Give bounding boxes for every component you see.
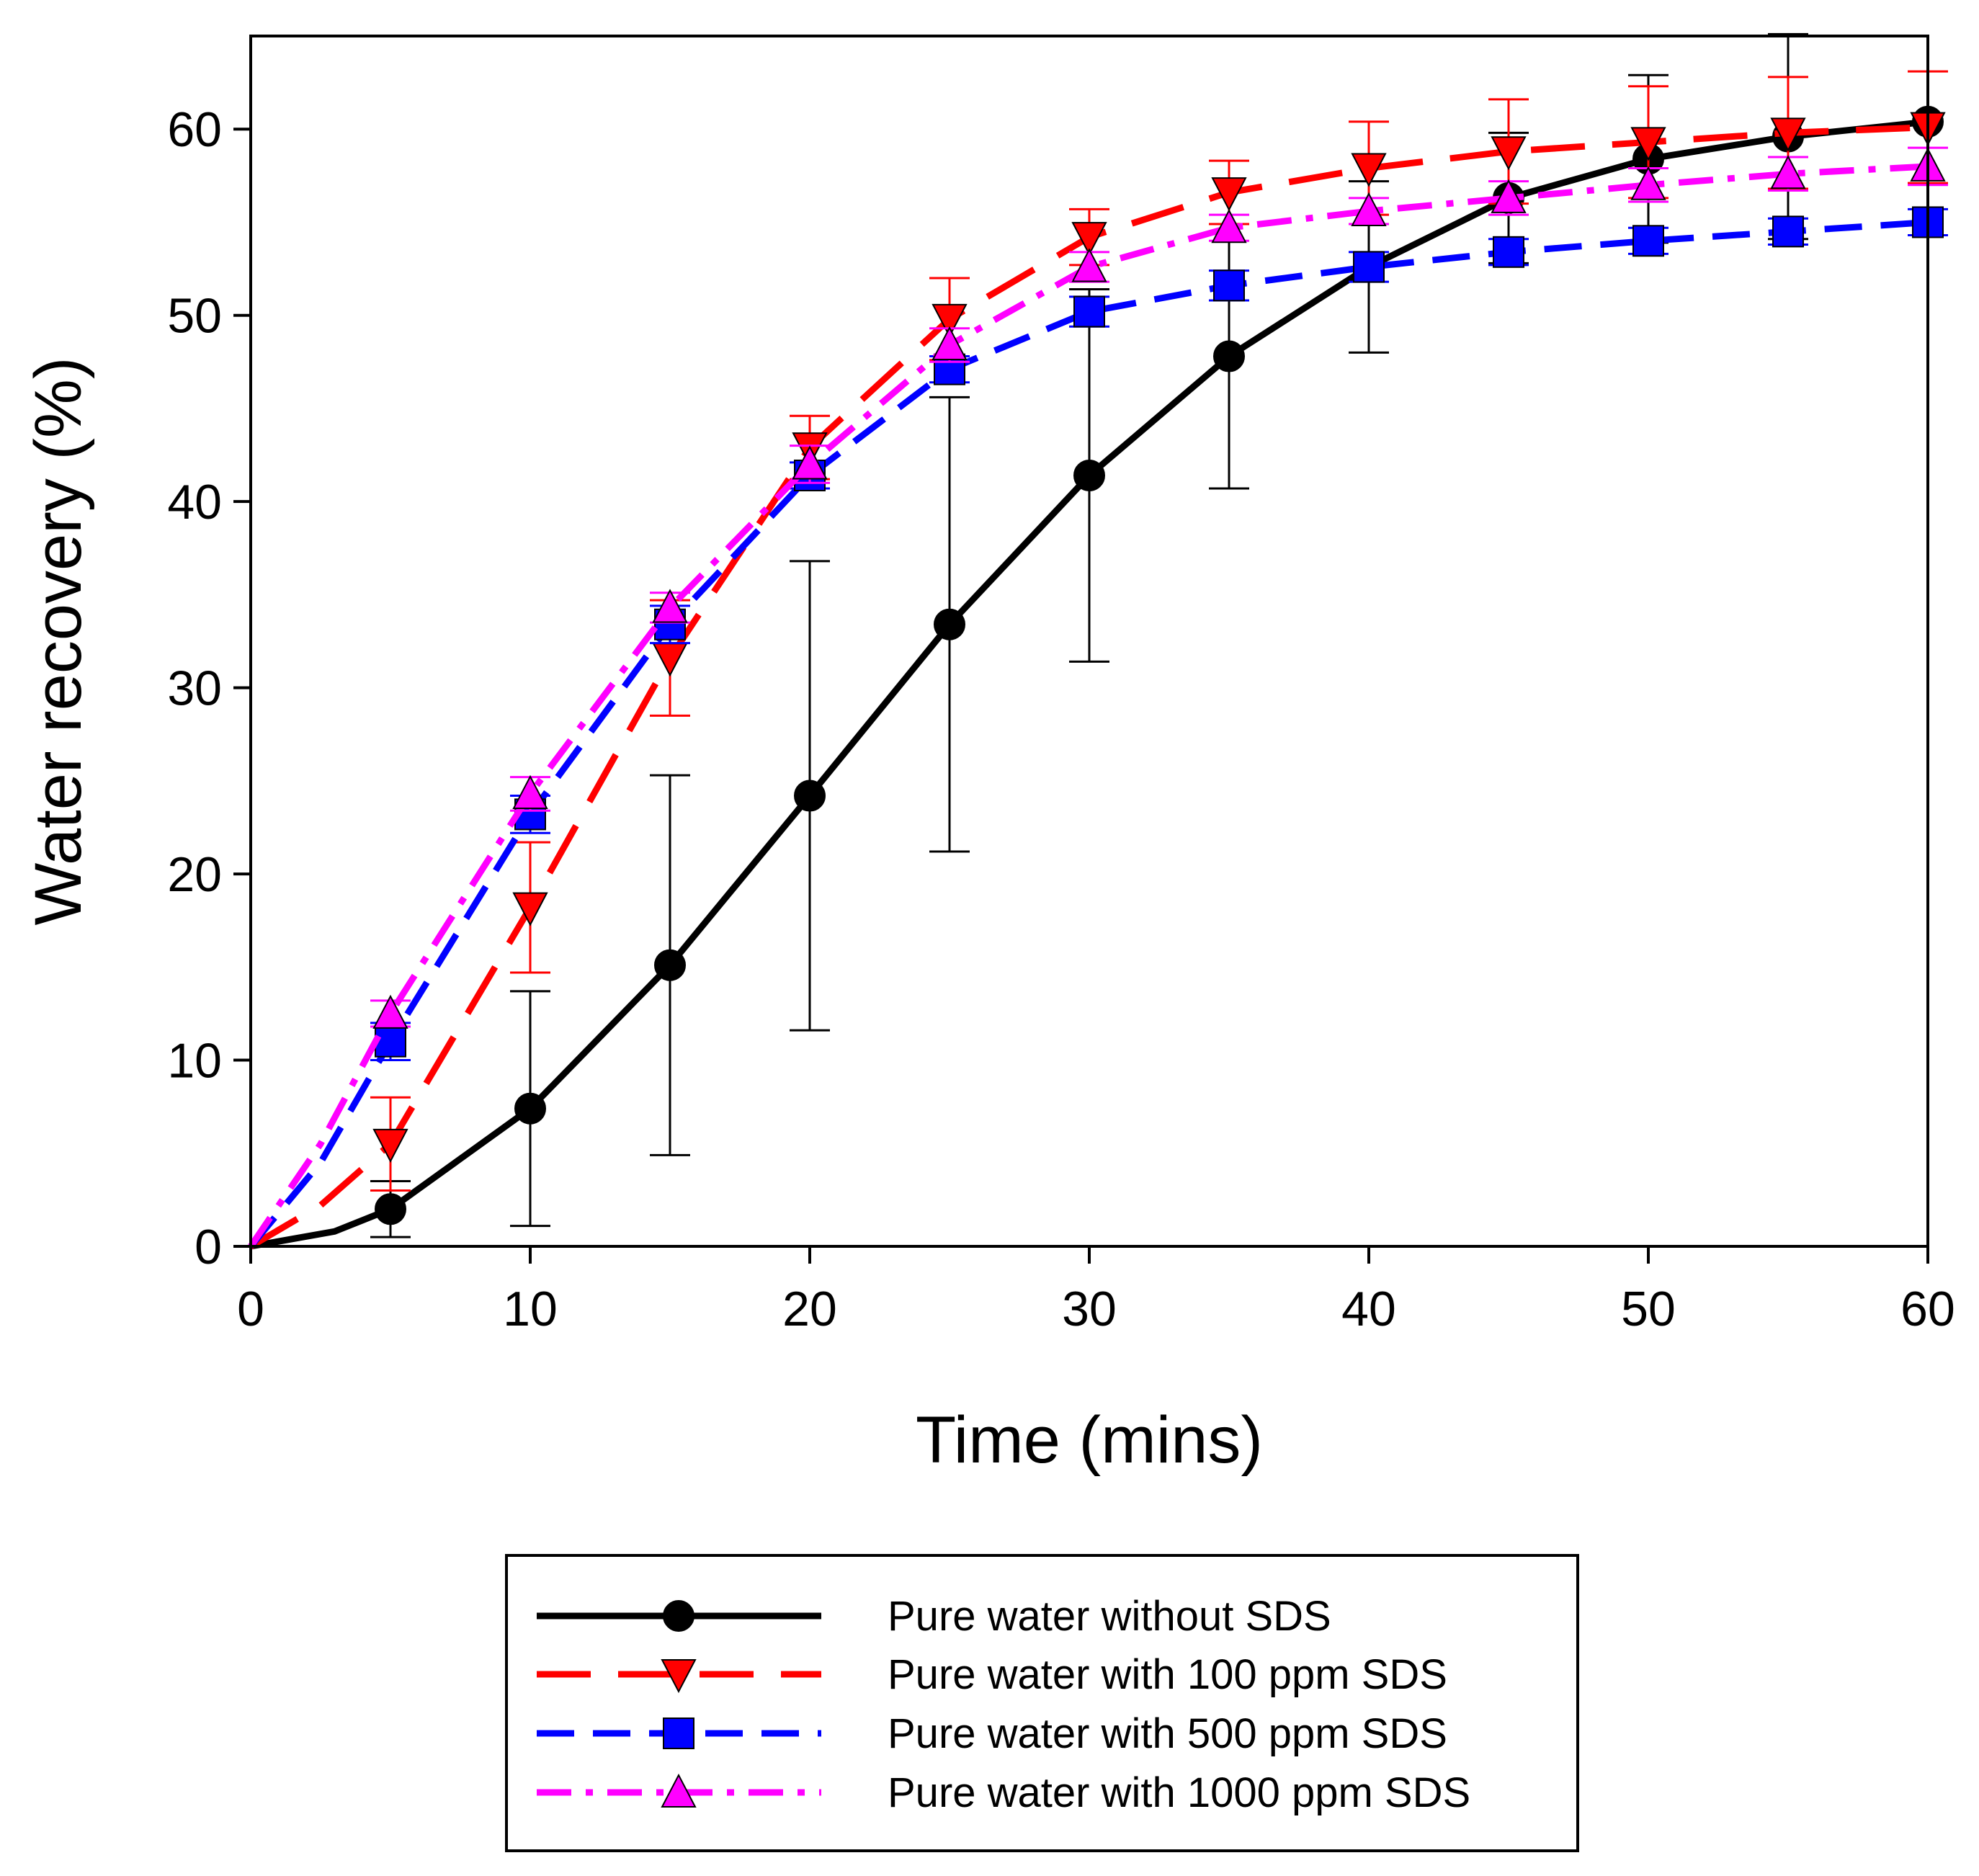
data-point <box>1071 222 1107 256</box>
y-tick-label: 10 <box>167 1034 222 1089</box>
legend-entry-1: Pure water with 100 ppm SDS <box>537 1651 1447 1698</box>
data-point <box>1071 248 1107 282</box>
x-axis-title: Time (mins) <box>916 1403 1263 1477</box>
series-line-2 <box>248 219 1929 1249</box>
data-point <box>375 1193 406 1225</box>
data-point <box>375 1025 406 1058</box>
legend: Pure water without SDS Pure water with 10… <box>505 1554 1579 1852</box>
legend-marker <box>661 1659 697 1694</box>
series-2 <box>248 206 1948 1249</box>
legend-label: Pure water with 500 ppm SDS <box>888 1710 1447 1757</box>
data-point <box>652 589 688 623</box>
y-tick-label: 30 <box>167 661 222 716</box>
legend-entry-0: Pure water without SDS <box>537 1593 1331 1640</box>
data-point <box>932 326 968 361</box>
data-point <box>512 892 548 926</box>
data-point <box>1211 177 1247 212</box>
series-layer <box>248 32 1948 1250</box>
data-point <box>794 780 826 812</box>
legend-marker <box>663 1600 694 1632</box>
data-point <box>512 774 548 809</box>
y-tick-label: 20 <box>167 847 222 902</box>
data-point <box>652 643 688 677</box>
data-point <box>1493 236 1524 268</box>
series-line-0 <box>250 118 1929 1250</box>
legend-marker <box>661 1773 697 1808</box>
data-point <box>1213 340 1245 372</box>
legend-entry-3: Pure water with 1000 ppm SDS <box>537 1769 1470 1816</box>
data-point <box>1770 155 1806 189</box>
x-tick-label: 30 <box>1062 1282 1117 1336</box>
data-point <box>1630 127 1666 161</box>
data-point <box>1211 209 1247 244</box>
legend-entry-2: Pure water with 500 ppm SDS <box>537 1710 1447 1757</box>
series-3 <box>248 146 1948 1249</box>
y-tick-label: 0 <box>195 1220 222 1274</box>
data-point <box>1351 192 1387 226</box>
series-1 <box>249 70 1948 1249</box>
y-axis-title: Water recovery (%) <box>22 357 95 926</box>
x-tick-label: 0 <box>237 1282 264 1336</box>
data-point <box>1772 215 1804 248</box>
data-point <box>1491 136 1527 171</box>
data-point <box>372 1128 408 1163</box>
legend-marker <box>663 1718 694 1749</box>
data-point <box>1630 166 1666 200</box>
data-point <box>932 303 968 339</box>
data-point <box>372 994 408 1029</box>
x-tick-label: 60 <box>1900 1282 1955 1336</box>
x-tick-label: 20 <box>782 1282 837 1336</box>
data-point <box>1213 269 1245 302</box>
y-tick-label: 40 <box>167 475 222 530</box>
data-point <box>1632 225 1664 257</box>
data-point <box>1491 179 1527 213</box>
x-tick-label: 10 <box>503 1282 558 1336</box>
y-tick-label: 60 <box>167 102 222 157</box>
data-point <box>654 949 686 981</box>
data-point <box>1073 459 1105 491</box>
x-tick-label: 40 <box>1341 1282 1396 1336</box>
legend-label: Pure water without SDS <box>888 1593 1331 1640</box>
data-point <box>1770 117 1806 152</box>
data-point <box>514 1092 546 1125</box>
y-tick-label: 50 <box>167 289 222 344</box>
data-point <box>934 608 965 640</box>
data-point <box>1353 251 1385 283</box>
series-0 <box>250 32 1944 1250</box>
data-point <box>792 445 828 480</box>
legend-label: Pure water with 100 ppm SDS <box>888 1651 1447 1698</box>
data-point <box>1351 153 1387 187</box>
axis-layer: 0 10 20 30 40 50 60 0 10 20 30 40 50 60 <box>167 102 1955 1336</box>
series-line-3 <box>248 163 1929 1249</box>
data-point <box>1073 295 1105 328</box>
legend-label: Pure water with 1000 ppm SDS <box>888 1769 1470 1816</box>
series-line-1 <box>249 124 1929 1249</box>
x-tick-label: 50 <box>1621 1282 1676 1336</box>
